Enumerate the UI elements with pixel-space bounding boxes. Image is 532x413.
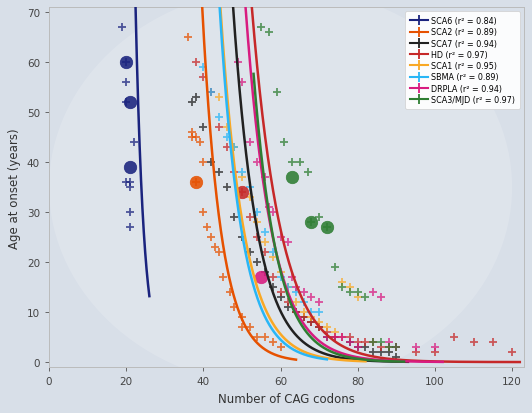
X-axis label: Number of CAG codons: Number of CAG codons <box>218 392 355 405</box>
Legend: SCA6 (r² = 0.84), SCA2 (r² = 0.89), SCA7 (r² = 0.94), HD (r² = 0.97), SCA1 (r² =: SCA6 (r² = 0.84), SCA2 (r² = 0.89), SCA7… <box>405 12 520 109</box>
Ellipse shape <box>49 0 512 387</box>
Y-axis label: Age at onset (years): Age at onset (years) <box>9 128 21 248</box>
